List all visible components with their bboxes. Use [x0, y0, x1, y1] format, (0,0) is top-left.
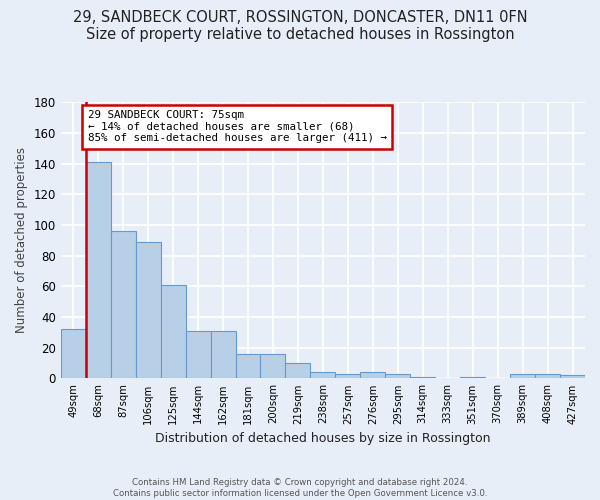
Bar	[185, 331, 211, 378]
Text: 29 SANDBECK COURT: 75sqm
← 14% of detached houses are smaller (68)
85% of semi-d: 29 SANDBECK COURT: 75sqm ← 14% of detach…	[88, 110, 387, 144]
Bar	[161, 285, 185, 378]
Bar	[535, 374, 560, 378]
Text: Contains HM Land Registry data © Crown copyright and database right 2024.
Contai: Contains HM Land Registry data © Crown c…	[113, 478, 487, 498]
Text: 29, SANDBECK COURT, ROSSINGTON, DONCASTER, DN11 0FN
Size of property relative to: 29, SANDBECK COURT, ROSSINGTON, DONCASTE…	[73, 10, 527, 42]
Bar	[286, 363, 310, 378]
Bar	[385, 374, 410, 378]
Bar	[410, 377, 435, 378]
X-axis label: Distribution of detached houses by size in Rossington: Distribution of detached houses by size …	[155, 432, 491, 445]
Bar	[361, 372, 385, 378]
Y-axis label: Number of detached properties: Number of detached properties	[15, 148, 28, 334]
Bar	[136, 242, 161, 378]
Bar	[236, 354, 260, 378]
Bar	[560, 376, 585, 378]
Bar	[61, 330, 86, 378]
Bar	[460, 377, 485, 378]
Bar	[111, 231, 136, 378]
Bar	[211, 331, 236, 378]
Bar	[510, 374, 535, 378]
Bar	[86, 162, 111, 378]
Bar	[310, 372, 335, 378]
Bar	[260, 354, 286, 378]
Bar	[335, 374, 361, 378]
